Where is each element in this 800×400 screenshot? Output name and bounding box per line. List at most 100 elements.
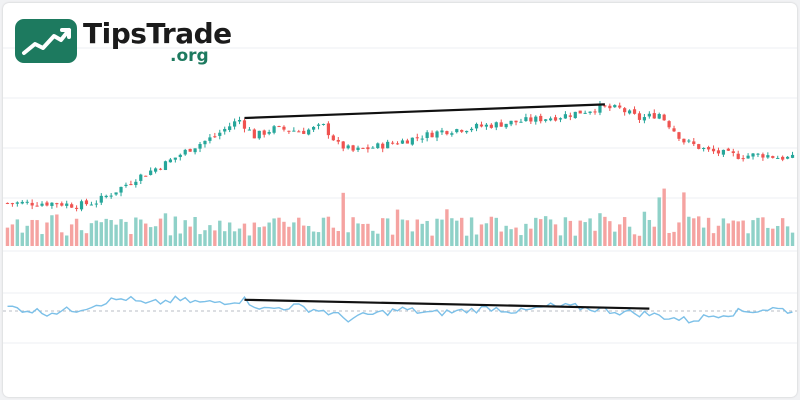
candle-body (173, 157, 177, 160)
volume-bar (213, 230, 217, 246)
candle-body (242, 120, 247, 129)
candle-body (188, 148, 192, 152)
candle-body (232, 121, 237, 127)
candle-body (702, 147, 706, 149)
candle-body (395, 143, 400, 145)
volume-bar (282, 221, 286, 246)
volume-bar (682, 192, 686, 246)
candle-body (361, 147, 365, 149)
candle-body (524, 117, 528, 122)
volume-bar (558, 235, 563, 246)
candle-body (351, 145, 355, 151)
candle-body (692, 141, 696, 145)
volume-bar (262, 226, 266, 246)
candle-body (70, 204, 74, 208)
candle-body (208, 137, 212, 141)
volume-bar (45, 222, 49, 246)
candle-body (573, 111, 577, 119)
volume-bar (721, 218, 726, 246)
volume-bar (153, 226, 158, 246)
volume-bar (40, 234, 44, 246)
volume-bar (420, 223, 424, 246)
candle-body (287, 130, 291, 132)
volume-bar (731, 220, 735, 246)
candle-body (593, 111, 597, 113)
candle-body (790, 154, 795, 158)
volume-bar (55, 214, 59, 246)
volume-bar (119, 219, 123, 246)
volume-bar (474, 234, 479, 246)
volume-bar (232, 231, 237, 246)
candle-body (623, 108, 627, 113)
volume-bar (208, 225, 212, 246)
candle-body (25, 201, 29, 203)
candle-body (331, 135, 335, 141)
candle-body (124, 184, 128, 187)
volume-bar (553, 224, 558, 246)
candle-body (578, 110, 582, 114)
candle-body (84, 200, 89, 205)
candle-body (672, 128, 676, 132)
candle-body (548, 118, 553, 121)
volume-bar (657, 197, 661, 246)
candle-body (741, 158, 745, 160)
volume-bar (65, 235, 69, 246)
volume-bar (272, 218, 276, 246)
candle-body (74, 207, 79, 209)
candle-body (307, 129, 311, 135)
volume-bar (608, 221, 612, 246)
candle-body (484, 124, 489, 127)
volume-bar (460, 217, 464, 246)
volume-bar (183, 220, 187, 246)
volume-bar (144, 223, 148, 246)
volume-bar (5, 227, 10, 246)
volume-bar (20, 232, 24, 246)
volume-bar (776, 225, 780, 246)
volume-bar (109, 220, 113, 246)
volume-bar (139, 219, 143, 246)
price-divergence-trendline (244, 103, 605, 120)
candle-body (104, 195, 108, 198)
volume-bar (163, 213, 168, 246)
tipstrade-logo[interactable]: TipsTrade .org (15, 17, 232, 69)
candle-body (168, 159, 173, 163)
volume-bar (445, 209, 449, 246)
volume-bar (711, 233, 716, 246)
volume-bar (741, 220, 745, 246)
volume-bar (257, 227, 261, 246)
candle-body (400, 140, 405, 144)
volume-bar (736, 221, 740, 246)
candle-body (252, 129, 256, 139)
volume-bar (543, 216, 548, 246)
volume-bar (69, 224, 74, 246)
candle-body (726, 148, 730, 151)
volume-bar (252, 222, 257, 246)
candle-body (311, 126, 316, 130)
candle-body (568, 115, 572, 117)
candle-body (736, 153, 740, 159)
candle-body (60, 203, 64, 206)
candle-body (608, 105, 612, 109)
volume-bar (578, 220, 582, 246)
candle-body (5, 202, 10, 204)
volume-bar (455, 220, 459, 246)
candle-body (198, 144, 202, 149)
volume-bar (716, 225, 721, 246)
volume-bar (247, 235, 252, 246)
brand-name: TipsTrade (83, 17, 232, 50)
candle-body (662, 114, 666, 121)
volume-bar (410, 231, 415, 246)
volume-bar (351, 217, 355, 246)
candle-body (450, 133, 454, 135)
candle-body (267, 131, 271, 134)
candle-body (479, 124, 484, 127)
candle-body (652, 113, 656, 119)
volume-bar (524, 223, 528, 246)
candle-body (257, 130, 261, 139)
volume-bar (237, 228, 242, 246)
candle-body (139, 174, 143, 181)
candle-body (262, 130, 266, 135)
volume-bar (568, 220, 573, 246)
volume-bar (306, 225, 311, 246)
candle-body (341, 141, 345, 149)
